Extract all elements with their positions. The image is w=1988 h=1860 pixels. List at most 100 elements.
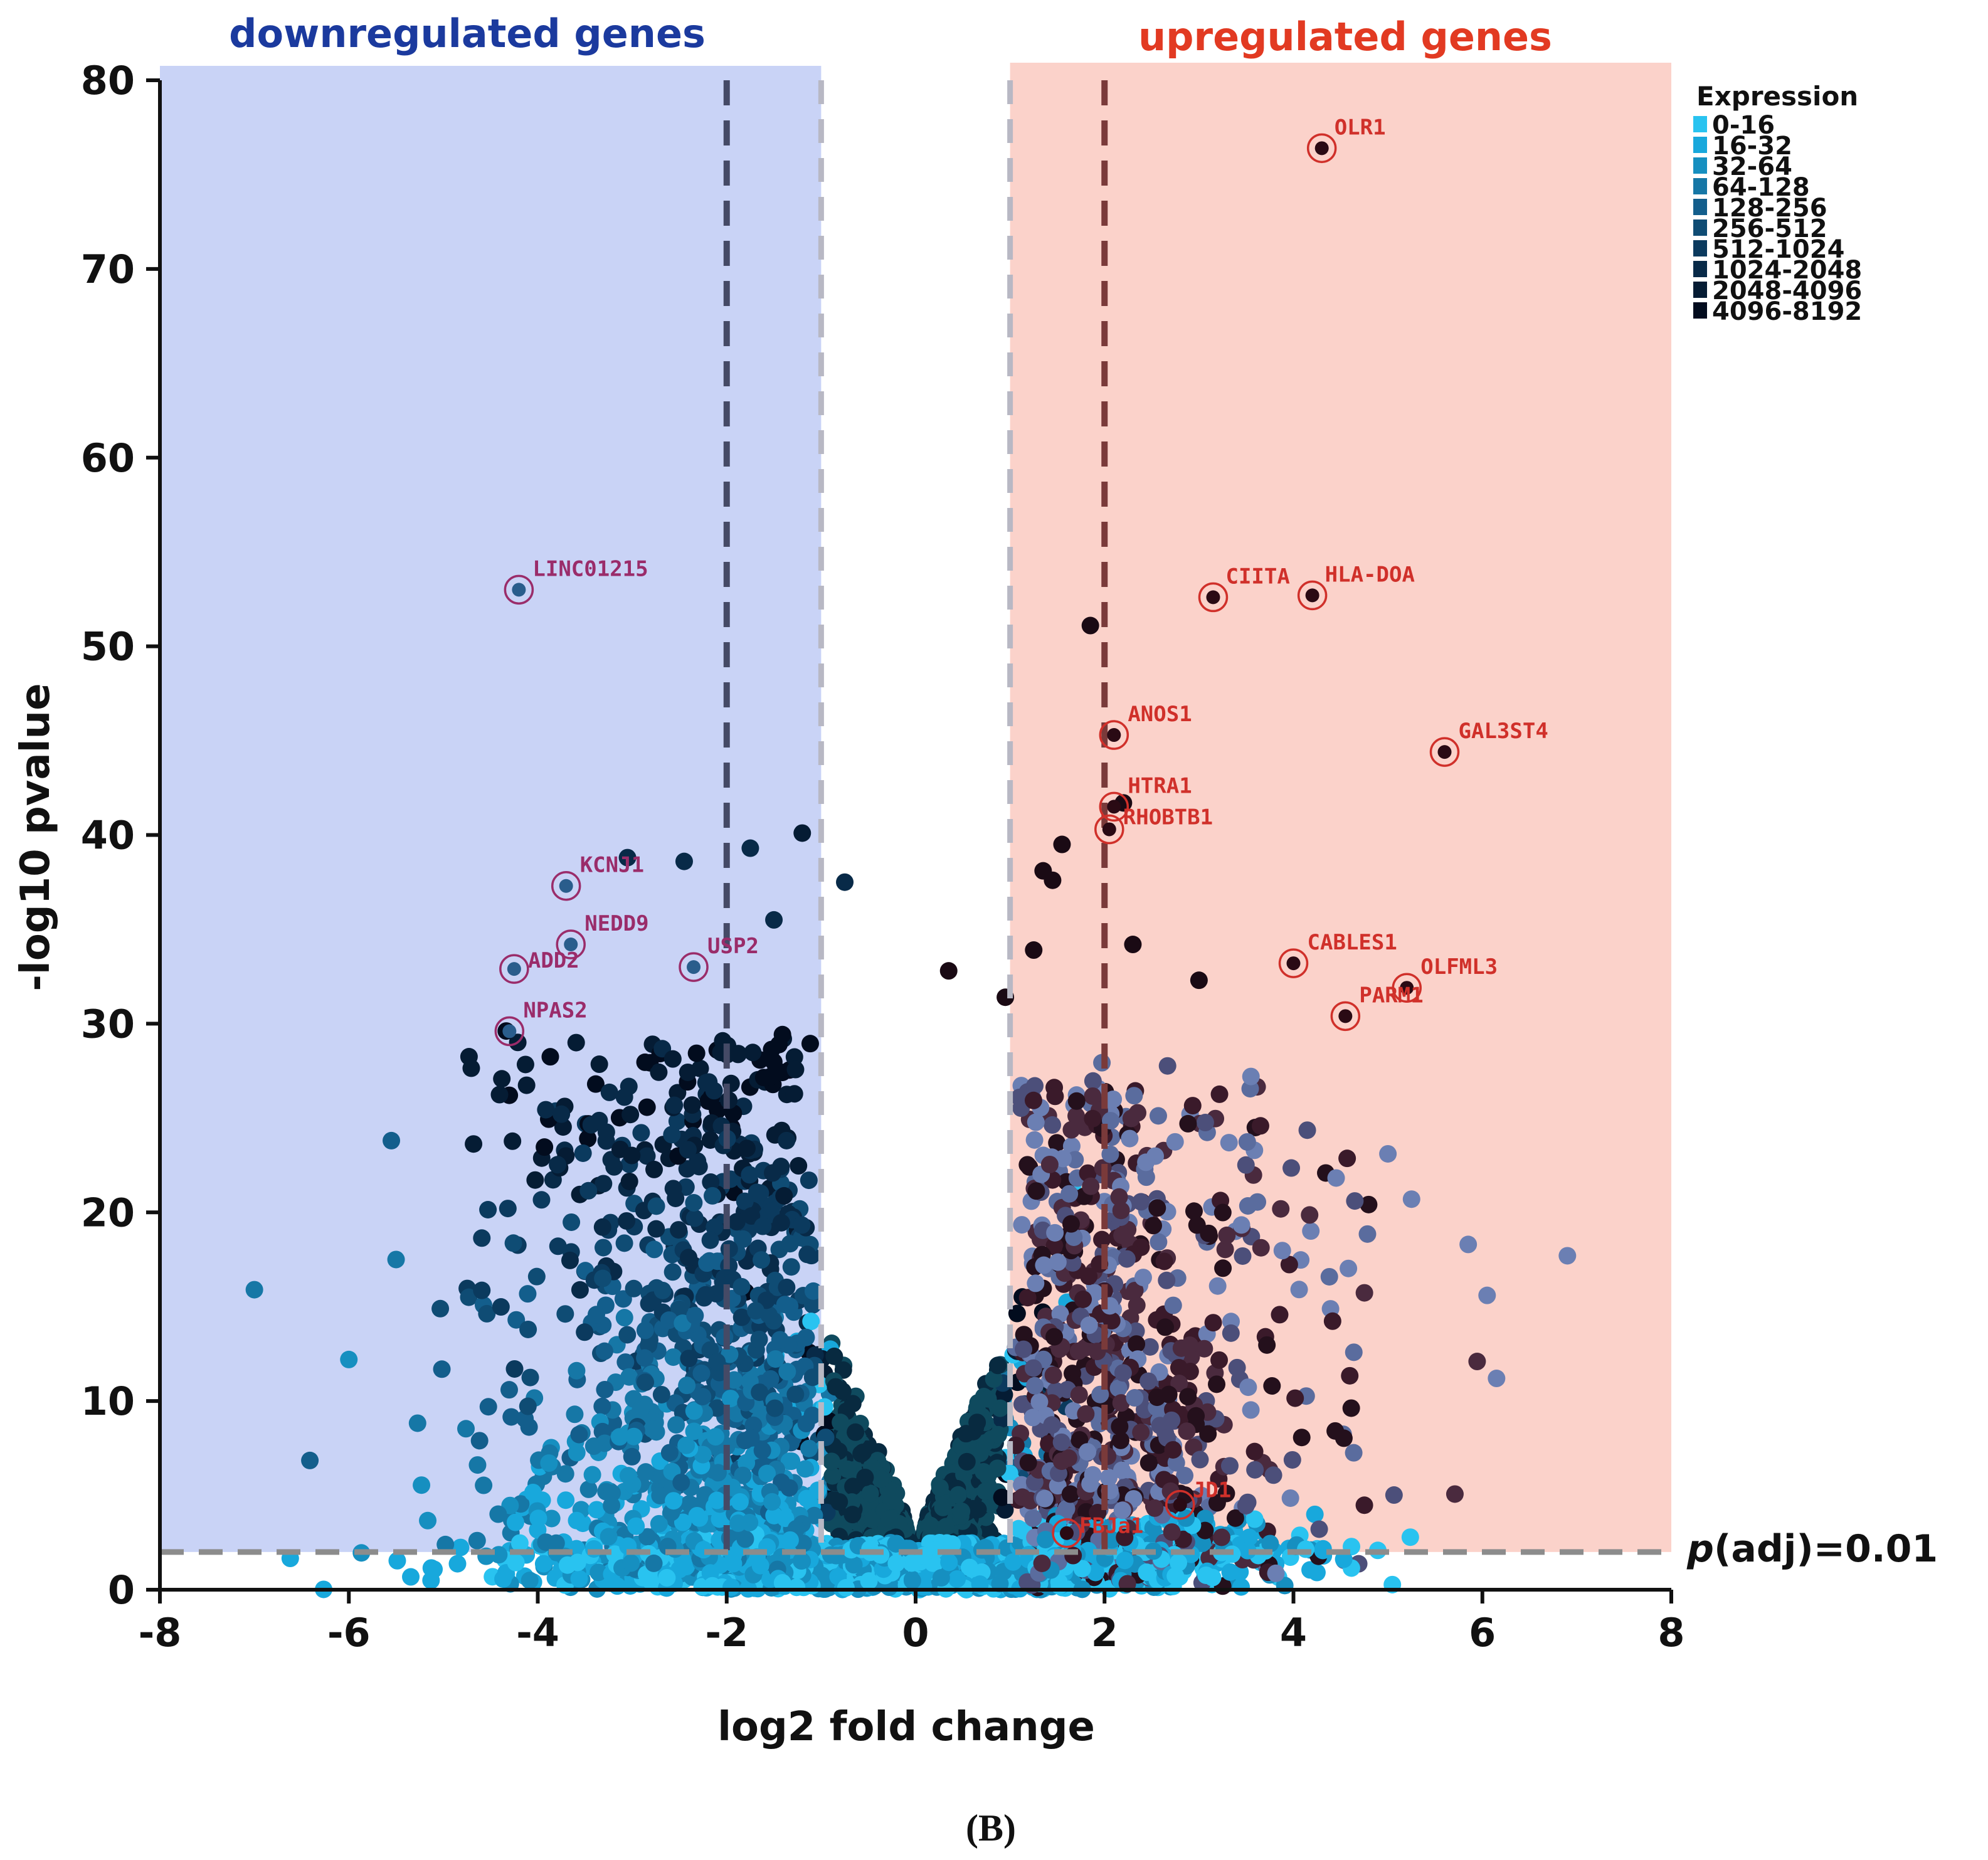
- data-point: [521, 1572, 539, 1590]
- data-point: [766, 1399, 784, 1417]
- outlier-point: [1478, 1286, 1496, 1304]
- data-point: [1086, 1563, 1104, 1582]
- data-point: [770, 1035, 788, 1054]
- data-point: [660, 1311, 678, 1329]
- data-point: [694, 1388, 712, 1406]
- gene-highlight-ring: [1278, 948, 1309, 978]
- data-point: [1118, 1250, 1136, 1268]
- data-point: [1137, 1153, 1155, 1171]
- data-point: [1179, 1388, 1197, 1406]
- data-point: [413, 1476, 431, 1494]
- data-point: [1234, 1247, 1252, 1265]
- data-point: [1178, 1422, 1196, 1440]
- data-point: [1109, 1379, 1128, 1397]
- data-point: [685, 1194, 703, 1212]
- data-point: [724, 1546, 743, 1565]
- gene-label: NPAS2: [523, 998, 587, 1023]
- panel-label: (B): [966, 1807, 1016, 1849]
- x-tick-label: 6: [1469, 1610, 1496, 1656]
- outlier-point: [1402, 1190, 1420, 1208]
- data-point: [1286, 1389, 1304, 1407]
- data-point: [615, 1088, 633, 1106]
- data-point: [786, 1060, 805, 1079]
- gene-labels-layer: OLR1 CIITA HLA-DOA ANOS1 GAL3ST4 HTRA1 RHOBTB1…: [494, 115, 1548, 1548]
- data-point: [425, 1560, 443, 1578]
- data-point: [729, 1514, 748, 1532]
- data-point: [1401, 1528, 1419, 1546]
- data-point: [1210, 1351, 1229, 1369]
- data-point: [468, 1456, 487, 1474]
- data-point: [750, 1330, 768, 1348]
- data-point: [1360, 1195, 1378, 1213]
- outlier-point: [1053, 835, 1071, 853]
- data-point: [847, 1423, 865, 1441]
- data-point: [571, 1281, 589, 1299]
- data-point: [1148, 1199, 1166, 1217]
- data-point: [1158, 1057, 1176, 1075]
- data-point: [1112, 1394, 1130, 1412]
- outlier-point: [1242, 1067, 1260, 1086]
- gene-label: NEDD9: [584, 911, 648, 936]
- legend-swatch: [1693, 199, 1707, 215]
- data-point: [764, 1164, 782, 1182]
- data-point: [902, 1554, 921, 1572]
- data-point: [1228, 1358, 1246, 1377]
- data-point: [618, 1326, 637, 1344]
- legend-swatch: [1693, 219, 1707, 236]
- data-point: [670, 1300, 689, 1318]
- legend-swatch: [1693, 137, 1707, 153]
- data-point: [887, 1535, 905, 1553]
- data-point: [704, 1186, 722, 1205]
- data-point: [585, 1540, 603, 1558]
- data-point: [590, 1055, 608, 1074]
- data-point: [796, 1460, 814, 1478]
- data-point: [541, 1048, 559, 1066]
- data-point: [620, 1172, 638, 1190]
- data-point: [776, 1296, 794, 1314]
- data-point: [1166, 1133, 1184, 1151]
- data-point: [623, 1146, 641, 1165]
- data-point: [1019, 1454, 1037, 1472]
- data-point: [664, 1263, 682, 1281]
- data-point: [773, 1573, 791, 1592]
- data-point: [1220, 1134, 1238, 1152]
- data-point: [431, 1299, 450, 1318]
- data-point: [542, 1509, 561, 1528]
- data-point: [1110, 1188, 1128, 1206]
- data-point: [1216, 1240, 1234, 1259]
- gene-point: [1314, 141, 1329, 156]
- data-point: [845, 1556, 863, 1574]
- y-tick-label: 10: [81, 1378, 135, 1424]
- data-point: [1044, 1116, 1062, 1134]
- data-point: [989, 1425, 1007, 1444]
- gene-highlight-ring: [494, 1016, 525, 1047]
- data-point: [1037, 1531, 1055, 1549]
- data-point: [709, 1464, 727, 1482]
- x-tick-label: -6: [327, 1610, 371, 1656]
- data-point: [408, 1414, 426, 1432]
- data-point: [1310, 1520, 1328, 1538]
- data-point: [827, 1378, 845, 1396]
- legend-label: 32-64: [1712, 152, 1792, 181]
- data-point: [618, 1212, 636, 1230]
- data-point: [643, 1420, 662, 1438]
- data-point: [1080, 1316, 1098, 1334]
- data-point: [1046, 1087, 1064, 1106]
- data-point: [647, 1220, 665, 1238]
- y-tick-label: 20: [81, 1190, 135, 1235]
- data-point: [1281, 1489, 1299, 1507]
- gene-label: FBJa1: [1079, 1514, 1143, 1539]
- y-tick-label: 70: [81, 246, 135, 292]
- data-point: [790, 1157, 808, 1175]
- data-point: [1271, 1306, 1289, 1324]
- data-point: [1213, 1203, 1232, 1222]
- data-point: [1132, 1193, 1150, 1211]
- data-point: [1018, 1289, 1037, 1307]
- data-point: [743, 1207, 761, 1225]
- data-point: [582, 1116, 600, 1134]
- data-point: [1079, 1164, 1097, 1182]
- data-point: [1027, 1113, 1045, 1131]
- data-point: [664, 1180, 682, 1198]
- data-point: [864, 1511, 882, 1529]
- data-point: [529, 1509, 547, 1528]
